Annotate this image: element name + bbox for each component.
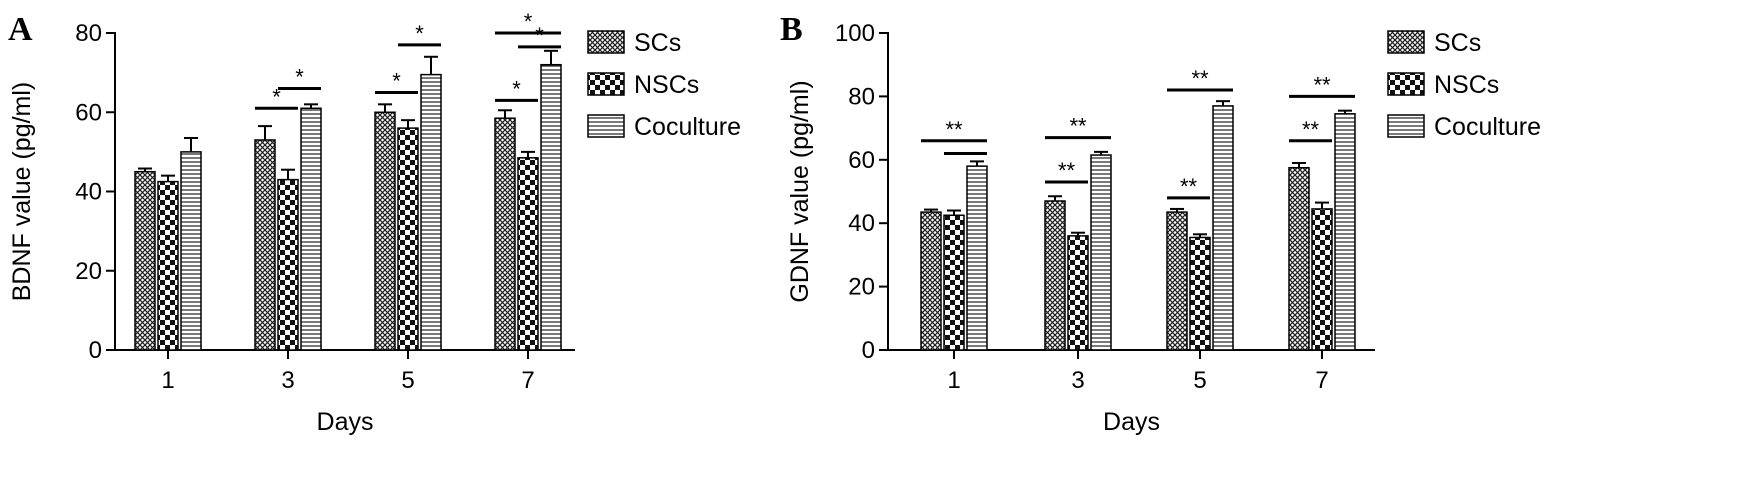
bar-crosshatch (920, 211, 942, 351)
legend-label: SCs (1434, 29, 1481, 57)
x-tick-label: 3 (281, 367, 294, 394)
bar-checker (1311, 208, 1333, 351)
significance-marker: ** (1069, 114, 1087, 139)
y-tick-label: 40 (848, 210, 875, 237)
bar-horizontal (1212, 105, 1234, 351)
bar-checker (157, 180, 179, 351)
legend-label: Coculture (634, 113, 741, 141)
y-tick-label: 80 (848, 83, 875, 110)
bar-crosshatch (1166, 211, 1188, 351)
legend-label: SCs (634, 29, 681, 57)
x-axis-title: Days (1103, 408, 1160, 436)
x-tick-label: 1 (947, 367, 960, 394)
bar-horizontal (420, 73, 442, 351)
y-tick-label: 40 (75, 179, 102, 206)
y-tick-label: 60 (848, 147, 875, 174)
x-tick-label: 1 (161, 367, 174, 394)
legend-swatch-checker (1387, 72, 1425, 96)
bar-crosshatch (374, 111, 396, 351)
legend-label: Coculture (1434, 113, 1541, 141)
panel-b-chart: B 0 20 40 60 80 100 1 3 5 7 Days GDNF value (pg/ml) *… (780, 11, 1541, 436)
bar-horizontal (1090, 154, 1112, 351)
bar-checker (1067, 235, 1089, 351)
bar-crosshatch (134, 170, 156, 351)
legend-swatch-checker (587, 72, 625, 96)
legend-swatch-crosshatch (587, 30, 625, 54)
significance-marker: * (272, 84, 281, 109)
bar-crosshatch (1288, 166, 1310, 351)
y-tick-label: 100 (835, 20, 875, 47)
y-axis-title: BDNF value (pg/ml) (8, 82, 36, 302)
significance-marker: ** (1180, 174, 1198, 199)
significance-marker: * (524, 9, 533, 34)
y-tick-label: 20 (848, 274, 875, 301)
legend-label: NSCs (1434, 71, 1499, 99)
significance-marker: ** (1302, 117, 1320, 142)
significance-marker: ** (1191, 66, 1209, 91)
y-tick-label: 0 (89, 337, 102, 364)
x-tick-label: 5 (401, 367, 414, 394)
bar-checker (517, 157, 539, 351)
y-tick-label: 80 (75, 20, 102, 47)
bar-horizontal (966, 165, 988, 351)
y-axis-title: GDNF value (pg/ml) (786, 80, 814, 302)
significance-marker: * (295, 64, 304, 89)
bar-crosshatch (1044, 200, 1066, 351)
significance-marker: * (415, 21, 424, 46)
bar-checker (277, 178, 299, 351)
x-tick-label: 5 (1193, 367, 1206, 394)
significance-marker: ** (1058, 158, 1076, 183)
legend-swatch-horizontal (1387, 114, 1425, 138)
panel-letter: B (780, 11, 803, 48)
bar-checker (1189, 236, 1211, 351)
x-tick-label: 3 (1071, 367, 1084, 394)
bar-checker (943, 214, 965, 351)
x-tick-label: 7 (1315, 367, 1328, 394)
legend-label: NSCs (634, 71, 699, 99)
bar-horizontal (540, 63, 562, 351)
bar-horizontal (300, 107, 322, 351)
significance-marker: * (512, 76, 521, 101)
panel-letter: A (8, 11, 33, 48)
y-tick-label: 60 (75, 99, 102, 126)
bar-crosshatch (254, 139, 276, 351)
y-tick-label: 20 (75, 258, 102, 285)
x-tick-label: 7 (521, 367, 534, 394)
significance-marker: ** (945, 117, 963, 142)
bar-crosshatch (494, 117, 516, 351)
legend-swatch-crosshatch (1387, 30, 1425, 54)
bar-checker (397, 127, 419, 351)
significance-marker: * (392, 68, 401, 93)
legend-swatch-horizontal (587, 114, 625, 138)
bar-horizontal (1334, 113, 1356, 351)
significance-marker: ** (1313, 72, 1331, 97)
significance-marker: * (535, 23, 544, 48)
x-axis-title: Days (317, 408, 374, 436)
bar-horizontal (180, 151, 202, 351)
y-tick-label: 0 (862, 337, 875, 364)
